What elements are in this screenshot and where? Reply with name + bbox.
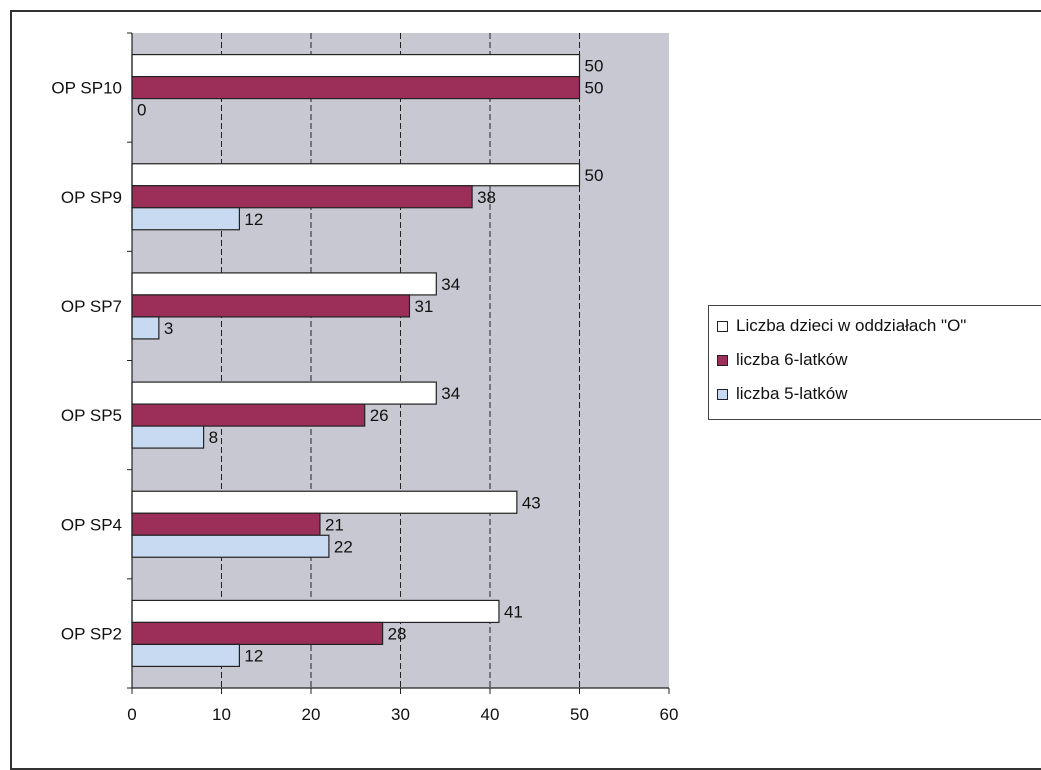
- legend: Liczba dzieci w oddziałach "O" liczba 6-…: [708, 305, 1041, 420]
- value-label-op-sp2-series-1: 28: [388, 624, 407, 643]
- legend-item-6-year-olds: liczba 6-latków: [717, 348, 848, 372]
- legend-swatch-5-year-olds: [717, 388, 728, 400]
- x-tick-label-60: 60: [660, 705, 679, 724]
- gridlines: [221, 33, 580, 688]
- value-label-op-sp5-series-1: 26: [370, 406, 389, 425]
- bar-op-sp10-series-0: [131, 53, 581, 78]
- legend-label-5-year-olds: liczba 5-latków: [736, 384, 848, 403]
- bar-op-sp2-series-1: [131, 621, 384, 646]
- axes: OP SP10 OP SP9 OP SP7 OP SP5 OP SP4 OP SP2 0 10…: [51, 32, 679, 724]
- category-label-op-sp7: OP SP7: [61, 297, 122, 316]
- value-label-op-sp4-series-0: 43: [522, 493, 541, 512]
- bar-op-sp7-series-1: [131, 294, 411, 318]
- value-label-op-sp4-series-2: 22: [334, 537, 353, 556]
- category-label-op-sp5: OP SP5: [61, 406, 122, 425]
- category-label-op-sp10: OP SP10: [51, 79, 122, 98]
- bar-op-sp9-series-2: [131, 207, 241, 231]
- legend-label-6-year-olds: liczba 6-latków: [736, 350, 848, 369]
- category-label-op-sp4: OP SP4: [61, 515, 122, 534]
- bar-op-sp7-series-2: [131, 316, 160, 340]
- legend-swatch-6-year-olds: [717, 354, 728, 366]
- value-label-op-sp7-series-1: 31: [414, 297, 433, 316]
- legend-label-total: Liczba dzieci w oddziałach "O": [736, 316, 967, 335]
- value-label-op-sp2-series-0: 41: [504, 602, 523, 621]
- value-label-op-sp9-series-0: 50: [585, 166, 604, 185]
- legend-swatch-total: [717, 320, 728, 332]
- value-label-op-sp10-series-1: 50: [585, 79, 604, 98]
- x-tick-label-40: 40: [481, 705, 500, 724]
- x-tick-label-50: 50: [570, 705, 589, 724]
- bar-op-sp10-series-1: [131, 75, 581, 100]
- value-label-op-sp2-series-2: 12: [244, 646, 263, 665]
- bar-op-sp5-series-2: [131, 425, 205, 449]
- x-tick-label-30: 30: [391, 705, 410, 724]
- value-label-op-sp5-series-0: 34: [441, 384, 460, 403]
- category-label-op-sp2: OP SP2: [61, 624, 122, 643]
- category-label-op-sp9: OP SP9: [61, 188, 122, 207]
- bar-op-sp2-series-0: [131, 599, 500, 624]
- value-label-op-sp5-series-2: 8: [209, 428, 218, 447]
- bar-op-sp4-series-1: [131, 512, 321, 536]
- value-label-op-sp4-series-1: 21: [325, 515, 344, 534]
- bar-op-sp5-series-0: [131, 381, 437, 405]
- bar-op-sp5-series-1: [131, 403, 366, 427]
- bar-op-sp9-series-1: [131, 185, 473, 209]
- bars: 50 50 0 50 38 12 34 31 3 34 26 8 43 21 22 41 28 12: [131, 53, 604, 668]
- bar-op-sp7-series-0: [131, 272, 437, 296]
- bar-op-sp4-series-2: [131, 534, 330, 558]
- x-tick-label-0: 0: [127, 705, 136, 724]
- value-label-op-sp9-series-2: 12: [244, 210, 263, 229]
- value-label-op-sp9-series-1: 38: [477, 188, 496, 207]
- value-label-op-sp7-series-0: 34: [441, 275, 460, 294]
- x-tick-label-10: 10: [212, 705, 231, 724]
- value-label-op-sp10-series-2: 0: [137, 101, 146, 120]
- value-label-op-sp7-series-2: 3: [164, 319, 173, 338]
- bar-op-sp2-series-2: [131, 643, 241, 668]
- bar-op-sp9-series-0: [131, 163, 581, 187]
- x-tick-label-20: 20: [302, 705, 321, 724]
- bar-op-sp4-series-0: [131, 490, 518, 514]
- legend-item-5-year-olds: liczba 5-latków: [717, 382, 848, 406]
- legend-item-total: Liczba dzieci w oddziałach "O": [717, 314, 966, 338]
- value-label-op-sp10-series-0: 50: [585, 57, 604, 76]
